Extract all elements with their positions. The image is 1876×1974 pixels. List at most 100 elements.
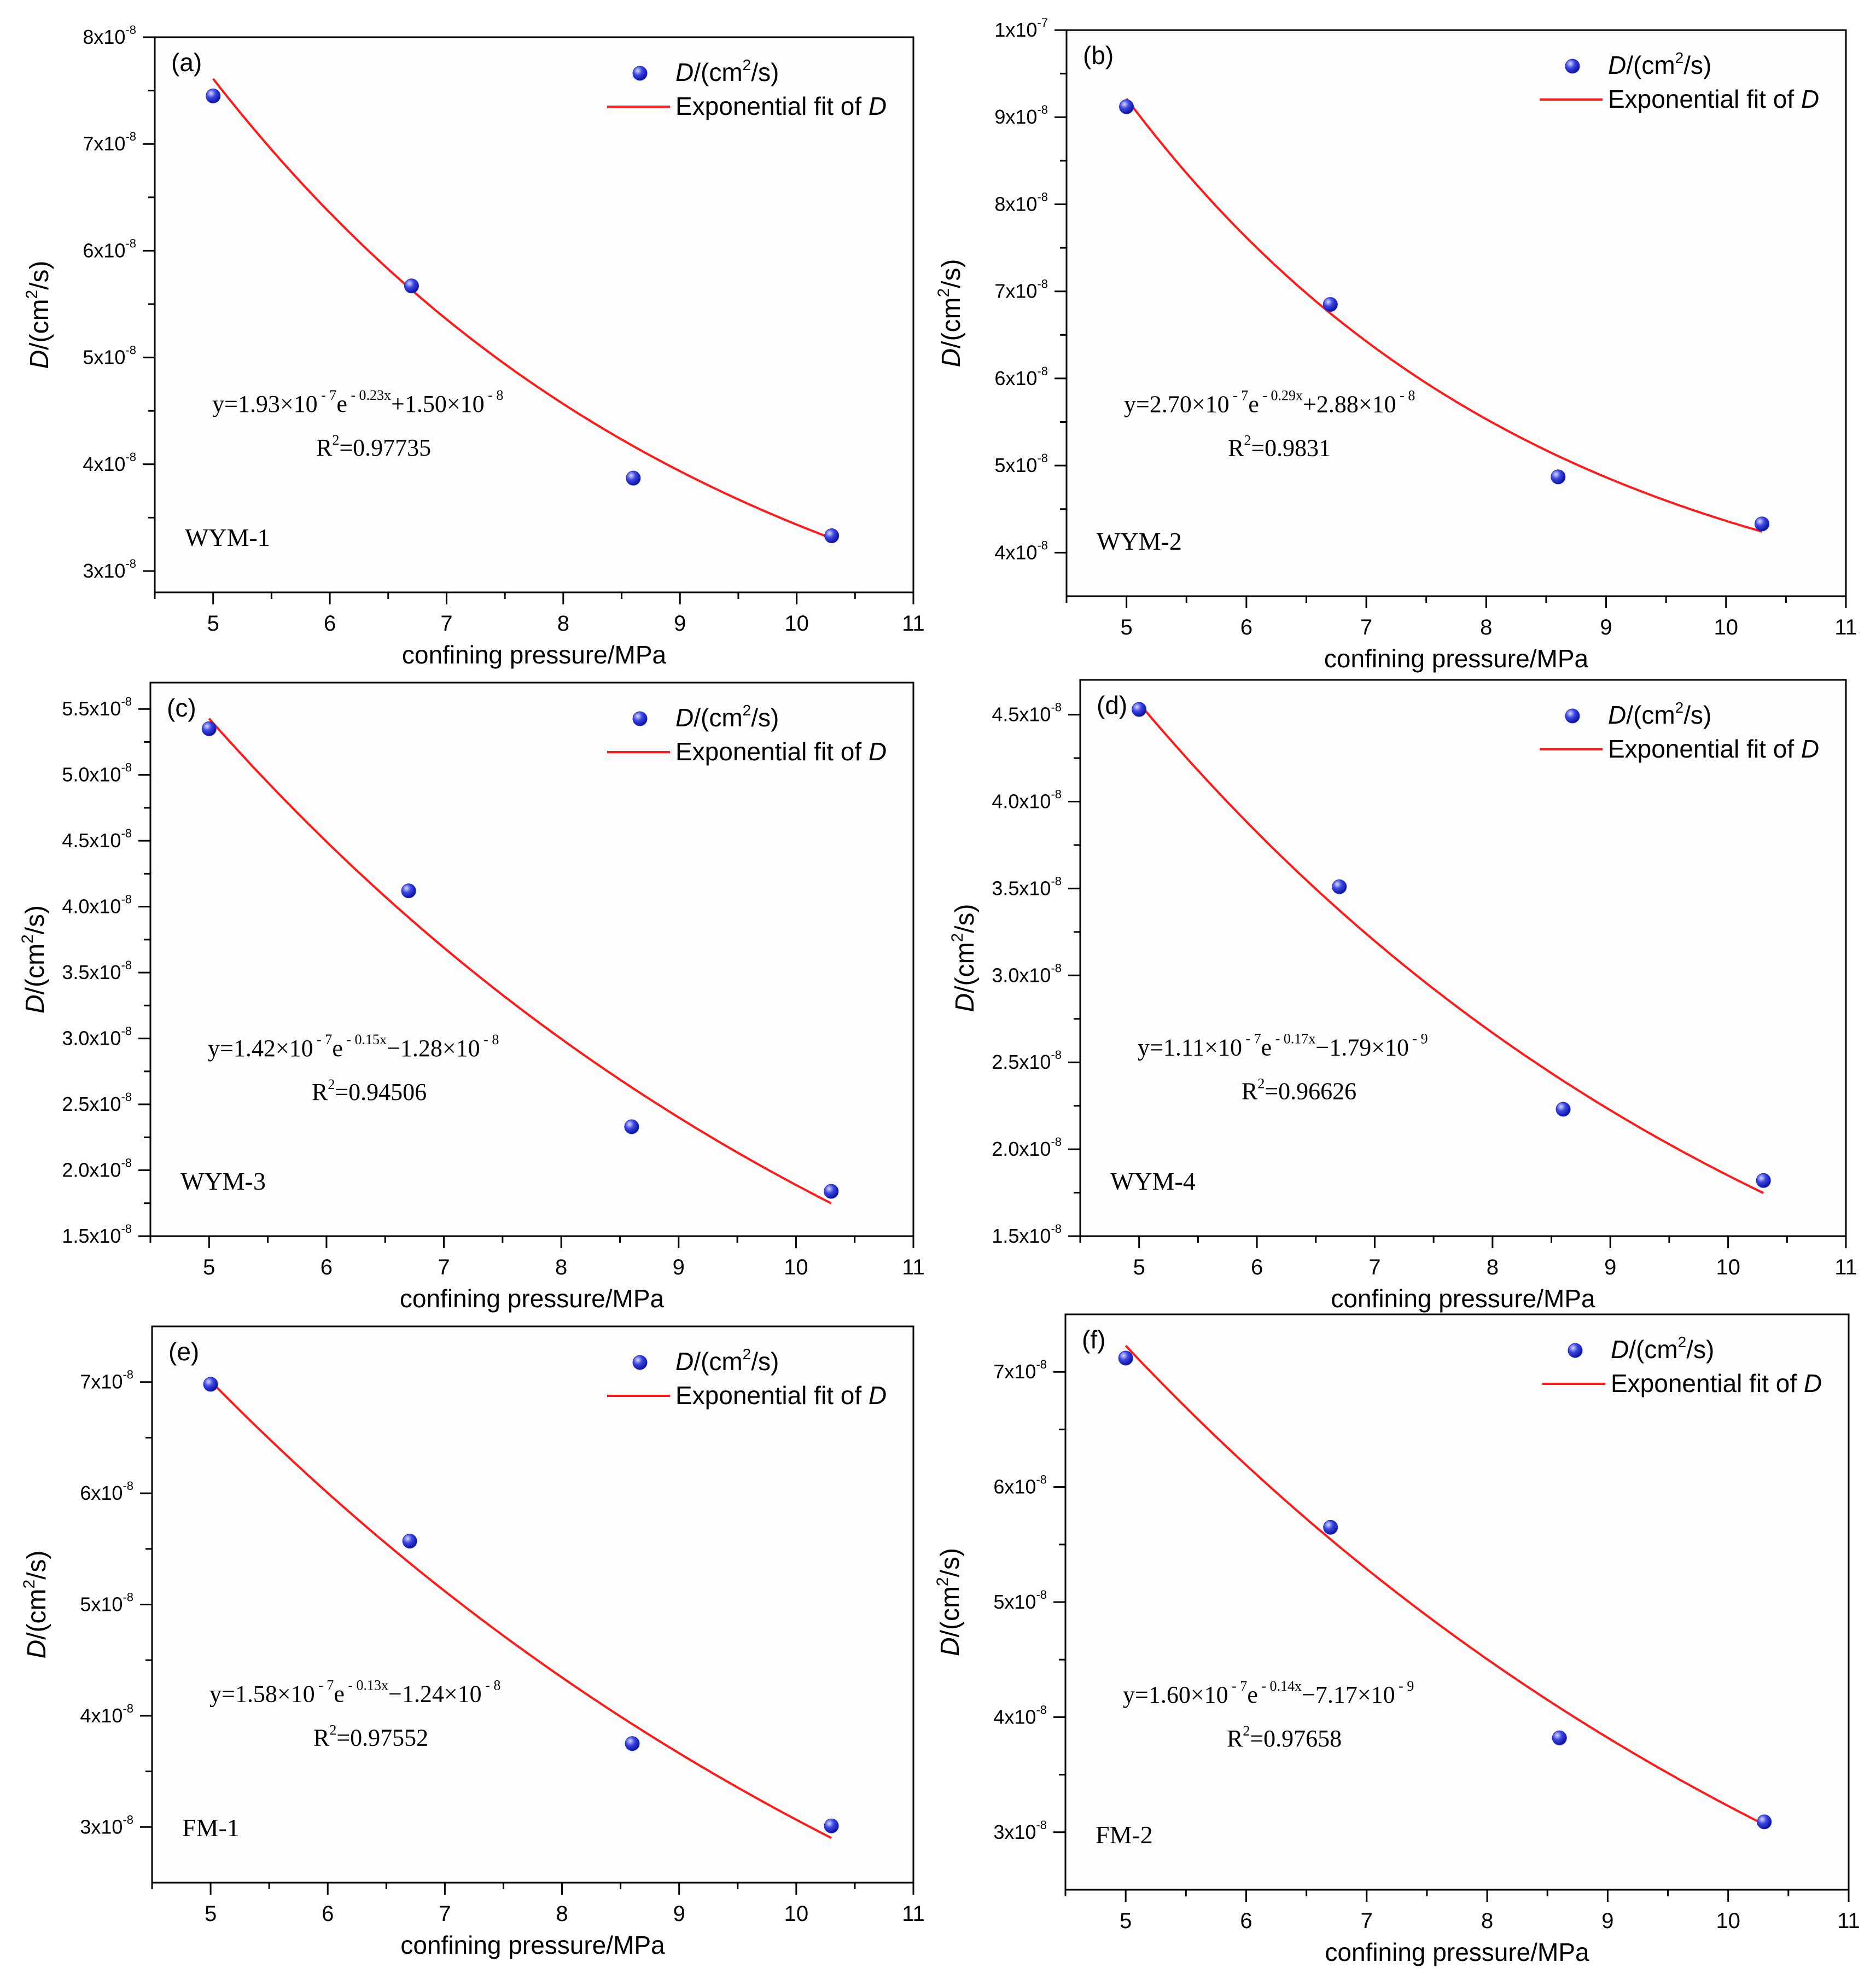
x-tick-label: 5 <box>1120 615 1132 639</box>
y-tick-label: 1.5x10-8 <box>62 1222 132 1247</box>
panel-label: (d) <box>1097 691 1127 719</box>
fit-curve <box>208 718 832 1204</box>
data-point <box>1555 1102 1571 1117</box>
x-axis-title: confining pressure/MPa <box>400 1931 665 1959</box>
plot-area-frame <box>154 36 914 593</box>
legend-label-fit: Exponential fit of D <box>1608 735 1819 763</box>
fit-equation: y=1.11×10 - 7e - 0.17x−1.79×10 - 9 <box>1138 1030 1428 1061</box>
data-point <box>824 1184 839 1199</box>
y-tick-label: 6x10-8 <box>994 364 1048 389</box>
legend-marker <box>632 1355 648 1370</box>
x-tick-label: 6 <box>1251 1255 1263 1279</box>
legend-label-points: D/(cm2/s) <box>1611 1334 1714 1364</box>
x-tick-label: 9 <box>1601 1909 1613 1933</box>
chart-panel-d: 5 6 7 8 9 10 11 1.5x10-8 2.0x10-8 2.5x10-8 3.0x10-… <box>948 679 1857 1313</box>
x-tick-label: 10 <box>1716 1909 1740 1933</box>
y-axis-title: D/(cm2/s) <box>934 1548 965 1656</box>
data-point <box>203 1377 218 1392</box>
fit-curve <box>209 1380 832 1839</box>
x-tick-label: 7 <box>438 1255 450 1279</box>
data-point <box>1118 1350 1133 1366</box>
x-tick-label: 11 <box>902 612 925 636</box>
y-tick-label: 2.0x10-8 <box>62 1156 132 1181</box>
data-point <box>1757 1814 1772 1830</box>
x-tick-label: 7 <box>440 612 452 636</box>
x-tick-label: 9 <box>673 1902 685 1926</box>
legend-label-fit: Exponential fit of D <box>1611 1369 1822 1397</box>
legend-label-points: D/(cm2/s) <box>675 1346 779 1376</box>
y-tick-label: 7x10-8 <box>994 277 1048 302</box>
x-tick-label: 5 <box>203 1255 215 1279</box>
fit-r-squared: R2=0.96626 <box>1242 1075 1356 1104</box>
data-point <box>1132 702 1147 717</box>
x-tick-label: 5 <box>207 612 219 636</box>
sample-label: WYM-4 <box>1110 1167 1196 1195</box>
legend-marker <box>1565 59 1580 74</box>
y-axis-title: D/(cm2/s) <box>19 905 50 1014</box>
data-point <box>402 1534 417 1549</box>
data-point <box>401 883 416 899</box>
y-tick-label: 5x10-8 <box>83 343 136 369</box>
y-tick-label: 4x10-8 <box>80 1702 133 1727</box>
chart-panel-b: 5 6 7 8 9 10 11 4x10-8 5x10-8 6x10-8 7x10-8 8x10-8 9… <box>935 16 1857 673</box>
fit-equation: y=1.58×10 - 7e - 0.13x−1.24×10 - 8 <box>209 1677 500 1707</box>
fit-curve <box>1138 702 1764 1195</box>
y-tick-label: 3.0x10-8 <box>992 961 1062 986</box>
fit-r-squared: R2=0.9831 <box>1228 433 1331 462</box>
legend-marker <box>632 711 648 726</box>
y-axis-title: D/(cm2/s) <box>948 904 980 1012</box>
y-tick-label: 4.5x10-8 <box>62 826 132 852</box>
panel-label: (c) <box>167 694 196 722</box>
data-point <box>1551 469 1566 485</box>
x-tick-label: 7 <box>1361 1909 1373 1933</box>
y-tick-label: 4.0x10-8 <box>62 893 132 918</box>
plot-area-frame <box>1079 679 1847 1237</box>
x-tick-label: 11 <box>1834 1255 1857 1279</box>
data-point <box>1322 297 1338 312</box>
y-tick-label: 9x10-8 <box>994 103 1048 128</box>
y-tick-label: 5.5x10-8 <box>62 695 132 720</box>
y-tick-label: 8x10-8 <box>994 190 1048 215</box>
x-tick-label: 5 <box>205 1902 217 1926</box>
y-tick-label: 5x10-8 <box>80 1591 133 1616</box>
x-tick-label: 6 <box>1240 1909 1252 1933</box>
legend-label-fit: Exponential fit of D <box>675 737 887 766</box>
legend-marker <box>1568 1343 1583 1358</box>
y-tick-label: 3x10-8 <box>993 1818 1047 1843</box>
legend-label-fit: Exponential fit of D <box>675 1381 887 1410</box>
data-point <box>1756 1173 1771 1188</box>
x-tick-label: 7 <box>1368 1255 1380 1279</box>
x-tick-label: 7 <box>439 1902 451 1926</box>
legend-marker <box>632 66 648 81</box>
data-point <box>1552 1730 1567 1745</box>
y-tick-label: 2.0x10-8 <box>992 1135 1062 1160</box>
y-axis-title: D/(cm2/s) <box>935 259 966 368</box>
legend-label-points: D/(cm2/s) <box>675 56 779 86</box>
y-tick-label: 4x10-8 <box>83 450 136 475</box>
y-tick-label: 3x10-8 <box>83 557 136 582</box>
data-point <box>824 1818 839 1833</box>
y-tick-label: 6x10-8 <box>83 236 136 261</box>
x-tick-label: 8 <box>555 1255 567 1279</box>
fit-equation: y=1.60×10 - 7e - 0.14x−7.17×10 - 9 <box>1123 1678 1414 1708</box>
y-tick-label: 2.5x10-8 <box>62 1090 132 1115</box>
x-axis-title: confining pressure/MPa <box>1325 1938 1589 1966</box>
x-tick-label: 8 <box>1480 615 1492 639</box>
x-tick-label: 6 <box>322 1902 334 1926</box>
plot-area-frame <box>1065 29 1847 597</box>
y-tick-label: 4.5x10-8 <box>992 701 1062 726</box>
fit-equation: y=1.93×10 - 7e - 0.23x+1.50×10 - 8 <box>212 387 503 417</box>
fit-equation: y=2.70×10 - 7e - 0.29x+2.88×10 - 8 <box>1124 388 1415 418</box>
panel-label: (f) <box>1082 1325 1105 1354</box>
x-tick-label: 8 <box>1487 1255 1499 1279</box>
x-tick-label: 6 <box>324 612 336 636</box>
fit-curve <box>212 78 832 540</box>
x-tick-label: 11 <box>1837 1909 1860 1933</box>
panel-label: (e) <box>168 1337 199 1366</box>
x-tick-label: 10 <box>784 612 809 636</box>
x-tick-label: 6 <box>1240 615 1252 639</box>
x-axis-title: confining pressure/MPa <box>1331 1284 1595 1313</box>
y-tick-label: 2.5x10-8 <box>992 1048 1062 1073</box>
panel-label: (b) <box>1083 41 1114 69</box>
legend-label-points: D/(cm2/s) <box>1608 49 1711 79</box>
